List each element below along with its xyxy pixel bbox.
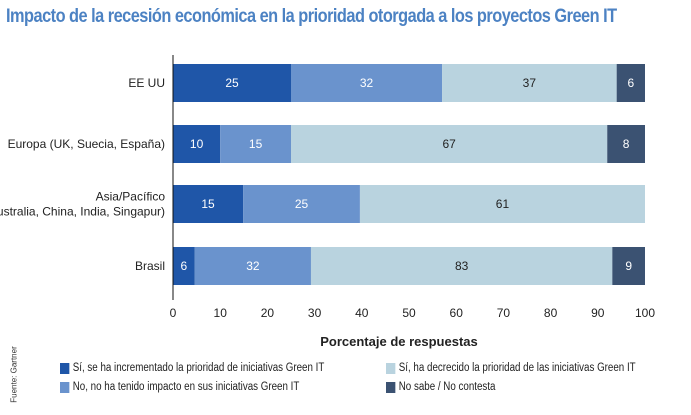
data-label: 6 (627, 76, 634, 90)
legend-item-no-impact: No, no ha tenido impacto en sus iniciati… (60, 381, 299, 393)
legend-swatch (386, 362, 396, 374)
x-tick-label: 60 (450, 306, 464, 320)
category-label: Europa (UK, Suecia, España) (8, 137, 165, 151)
bar-segment (607, 125, 645, 163)
bar-segment (291, 64, 443, 102)
legend-label: Sí, ha decrecido la prioridad de las ini… (398, 362, 636, 374)
bar-segment (173, 64, 291, 102)
legend-label: Sí, se ha incrementado la prioridad de i… (72, 362, 325, 374)
legend-item-increased: Sí, se ha incrementado la prioridad de i… (60, 362, 324, 374)
x-axis-label: Porcentaje de respuestas (320, 334, 478, 349)
category-label: Asia/Pacífico (96, 190, 166, 204)
x-tick-label: 90 (591, 306, 605, 320)
legend-item-decreased: Sí, ha decrecido la prioridad de las ini… (386, 362, 636, 374)
x-tick-label: 100 (635, 306, 655, 320)
legend-swatch (386, 381, 396, 393)
bar-segment (173, 247, 195, 285)
category-label: EE UU (128, 76, 165, 90)
data-label: 15 (201, 197, 215, 211)
bar-segment (291, 125, 608, 163)
data-label: 9 (625, 259, 632, 273)
x-tick-label: 30 (308, 306, 322, 320)
bar-segment (243, 185, 360, 223)
legend-swatch (60, 381, 70, 393)
data-label: 32 (360, 76, 374, 90)
data-label: 25 (225, 76, 239, 90)
legend-label: No, no ha tenido impacto en sus iniciati… (72, 381, 300, 393)
data-label: 10 (190, 137, 204, 151)
x-tick-label: 10 (214, 306, 228, 320)
data-label: 83 (455, 259, 469, 273)
bar-segment (442, 64, 617, 102)
category-label: (Australia, China, India, Singapur) (0, 205, 165, 219)
data-label: 37 (523, 76, 537, 90)
x-tick-label: 50 (402, 306, 416, 320)
data-label: 6 (181, 259, 188, 273)
legend-item-no-answer: No sabe / No contesta (386, 381, 495, 393)
bar-segment (310, 247, 613, 285)
data-label: 15 (249, 137, 263, 151)
source-note: Fuente: Gartner (9, 346, 19, 403)
data-label: 25 (295, 197, 309, 211)
chart-title: Impacto de la recesión económica en la p… (6, 6, 617, 27)
x-tick-label: 80 (544, 306, 558, 320)
bar-segment (612, 247, 645, 285)
category-label: Brasil (135, 259, 165, 273)
bar-segment (173, 185, 244, 223)
data-label: 32 (246, 259, 260, 273)
bar-segment (616, 64, 645, 102)
legend-label: No sabe / No contesta (398, 381, 496, 393)
bar-segment (194, 247, 311, 285)
bar-segment (220, 125, 291, 163)
legend-swatch (60, 362, 70, 374)
data-label: 61 (496, 197, 510, 211)
x-tick-label: 0 (170, 306, 177, 320)
x-tick-label: 70 (497, 306, 511, 320)
x-tick-label: 40 (355, 306, 369, 320)
bar-segment (359, 185, 645, 223)
x-tick-label: 20 (261, 306, 275, 320)
data-label: 8 (623, 137, 630, 151)
data-label: 67 (442, 137, 456, 151)
bar-segment (173, 125, 221, 163)
